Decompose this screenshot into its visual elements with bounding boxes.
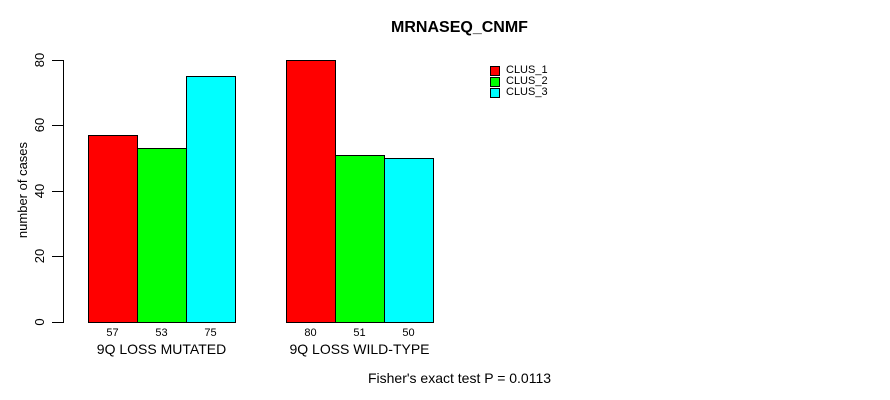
- y-axis-line: [63, 60, 64, 323]
- bar-value-label: 51: [353, 327, 366, 339]
- legend-row: CLUS_3: [490, 87, 548, 98]
- bar-value-label: 50: [402, 327, 415, 339]
- y-tick: [52, 256, 63, 257]
- legend-swatch-clus_2: [490, 76, 500, 87]
- chart-title: MRNASEQ_CNMF: [391, 19, 528, 36]
- legend-swatch-clus_1: [490, 65, 500, 76]
- bar-value-label: 57: [106, 327, 119, 339]
- y-tick-label: 20: [32, 248, 47, 264]
- y-tick-label: 40: [32, 183, 47, 199]
- y-axis-title: number of cases: [15, 141, 30, 239]
- y-tick: [52, 60, 63, 61]
- fisher-test-caption: Fisher's exact test P = 0.0113: [367, 370, 552, 386]
- bar-value-label: 53: [155, 327, 168, 339]
- bar-clus_1-1: [88, 135, 138, 323]
- legend-label: CLUS_1: [506, 64, 548, 76]
- legend-label: CLUS_3: [506, 86, 548, 98]
- y-tick-label: 80: [32, 52, 47, 68]
- y-tick: [52, 125, 63, 126]
- bar-clus_2-2: [335, 155, 385, 323]
- bar-clus_2-1: [137, 148, 187, 323]
- legend-label: CLUS_2: [506, 75, 548, 87]
- legend: CLUS_1 CLUS_2 CLUS_3: [490, 65, 548, 98]
- bar-clus_3-2: [384, 158, 434, 323]
- bar-clus_3-1: [186, 76, 236, 323]
- y-tick: [52, 322, 63, 323]
- legend-row: CLUS_1: [490, 65, 548, 76]
- group-label: 9Q LOSS WILD-TYPE: [289, 341, 430, 357]
- y-tick-label: 0: [32, 318, 47, 326]
- bar-value-label: 75: [204, 327, 217, 339]
- group-label: 9Q LOSS MUTATED: [96, 341, 227, 357]
- y-tick-label: 60: [32, 117, 47, 133]
- bar-value-label: 80: [304, 327, 317, 339]
- legend-row: CLUS_2: [490, 76, 548, 87]
- bar-clus_1-2: [286, 60, 336, 323]
- y-tick: [52, 191, 63, 192]
- legend-swatch-clus_3: [490, 87, 500, 98]
